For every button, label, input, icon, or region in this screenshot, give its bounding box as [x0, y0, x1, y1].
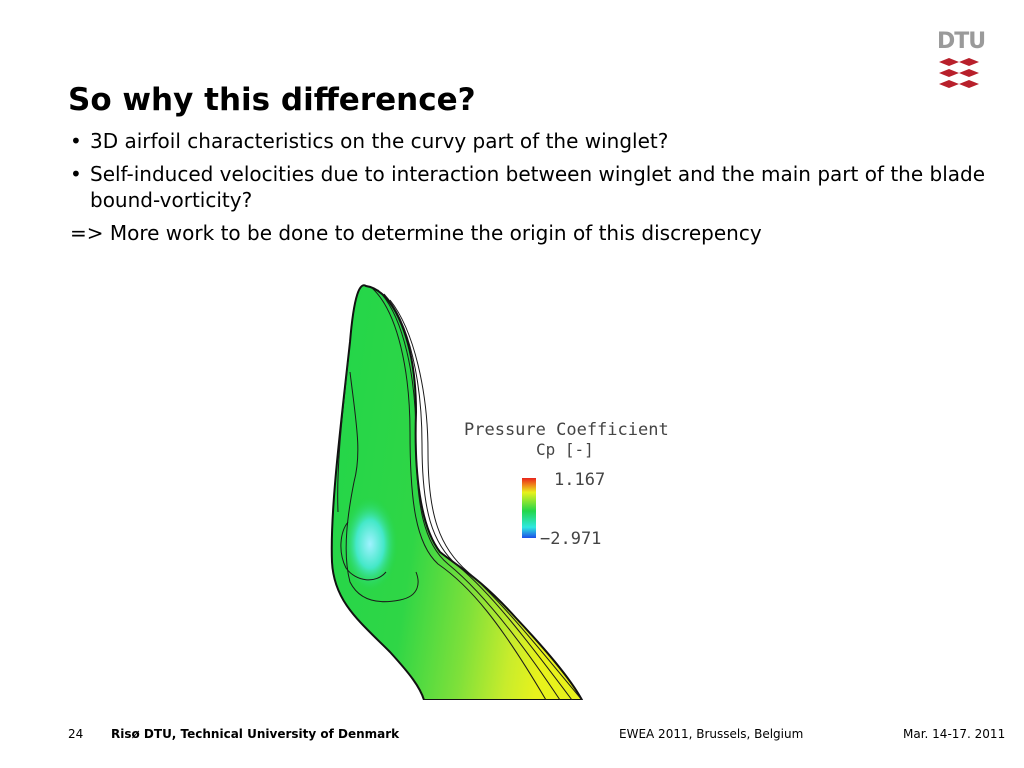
bullet-marker: • [70, 129, 82, 153]
dtu-logo: DTU [937, 29, 986, 94]
winglet-pressure-figure: Pressure Coefficient Cp [-] 1.167 −2.971 [330, 284, 669, 700]
legend-title: Pressure Coefficient [464, 420, 669, 440]
bullet-text: Self-induced velocities due to interacti… [90, 162, 986, 212]
bullet-list: • 3D airfoil characteristics on the curv… [70, 128, 1010, 246]
bullet-item: • Self-induced velocities due to interac… [70, 161, 1010, 213]
legend-min-label: −2.971 [540, 529, 601, 549]
bullet-marker: • [70, 162, 82, 186]
page-number: 24 [68, 727, 84, 741]
low-pressure-region [342, 496, 398, 592]
bullet-text: 3D airfoil characteristics on the curvy … [90, 129, 669, 153]
winglet-surface [330, 284, 584, 700]
footer-date: Mar. 14-17. 2011 [903, 727, 1006, 741]
legend-subtitle: Cp [-] [536, 440, 594, 459]
conclusion-text: => More work to be done to determine the… [70, 221, 762, 245]
footer-organization: Risø DTU, Technical University of Denmar… [111, 727, 400, 741]
legend-color-bar [522, 478, 536, 538]
slide-footer: 24 Risø DTU, Technical University of Den… [0, 725, 1024, 745]
legend-max-label: 1.167 [554, 470, 605, 490]
footer-event: EWEA 2011, Brussels, Belgium [619, 727, 804, 741]
dtu-logo-text: DTU [937, 29, 986, 54]
bullet-item: • 3D airfoil characteristics on the curv… [70, 128, 1010, 154]
slide-title: So why this difference? [68, 82, 476, 118]
dtu-logo-mark-icon [939, 58, 979, 88]
